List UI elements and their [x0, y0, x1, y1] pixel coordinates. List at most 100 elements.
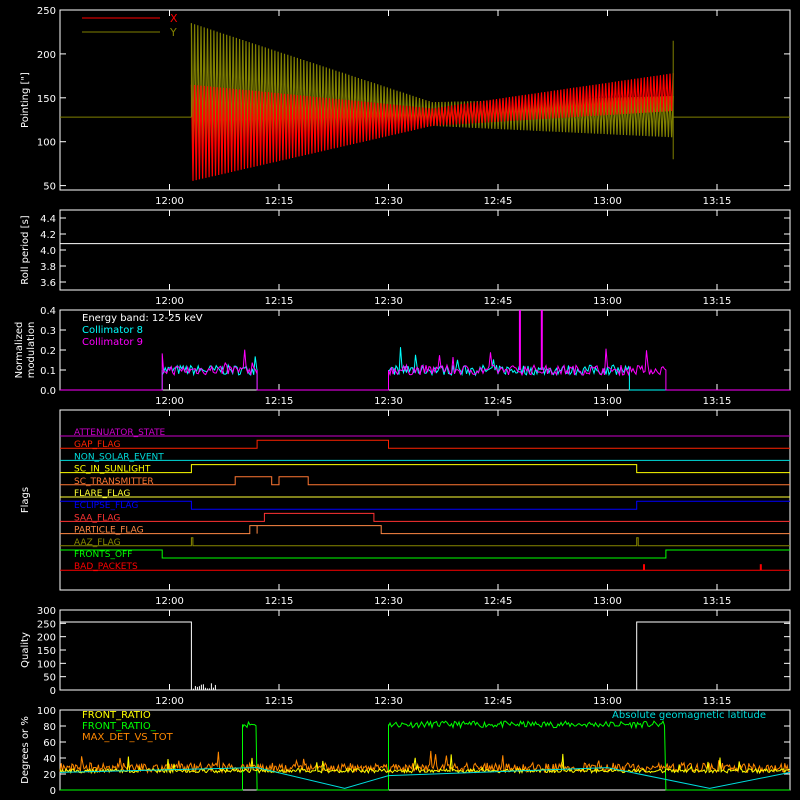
- x-tick-label: 12:00: [155, 596, 184, 607]
- x-tick-label: 13:00: [593, 196, 622, 207]
- flag-label: PARTICLE_FLAG: [74, 526, 144, 536]
- flags-frame: [59, 409, 791, 591]
- x-tick-label: 13:15: [703, 696, 732, 707]
- x-tick-label: 13:00: [593, 396, 622, 407]
- legend-label: X: [170, 12, 178, 25]
- flag-label: GAP_FLAG: [74, 440, 120, 450]
- y-tick-label: 0.1: [40, 366, 56, 377]
- max-det-trace: [59, 750, 790, 775]
- y-tick-label: 60: [43, 738, 56, 749]
- y-tick-label: 100: [37, 659, 56, 670]
- x-tick-label: 12:15: [265, 696, 294, 707]
- flag-label: SAA_FLAG: [74, 513, 120, 523]
- x-tick-label: 13:15: [703, 296, 732, 307]
- y-tick-label: 200: [37, 633, 56, 644]
- y-tick-label: 0.4: [40, 306, 56, 317]
- x-tick-label: 12:15: [265, 296, 294, 307]
- y-tick-label: 50: [43, 182, 56, 193]
- pointing-series-x: [190, 73, 674, 181]
- y-axis-label: Quality: [20, 632, 31, 668]
- y-tick-label: 4.2: [40, 230, 56, 241]
- y-tick-label: 80: [43, 722, 56, 733]
- flag-trace-sc-in-sunlight: [60, 464, 790, 474]
- legend-label: Y: [169, 26, 177, 39]
- x-tick-label: 12:30: [374, 596, 403, 607]
- energy-band-annotation: Energy band: 12-25 keV: [82, 313, 203, 324]
- y-tick-label: 250: [37, 619, 56, 630]
- flag-label: FLARE_FLAG: [74, 489, 130, 499]
- y-tick-label: 200: [37, 50, 56, 61]
- x-tick-label: 13:00: [593, 696, 622, 707]
- x-tick-label: 12:15: [265, 396, 294, 407]
- x-tick-label: 12:45: [484, 196, 513, 207]
- latitude-legend-label: FRONT_RATIO: [82, 710, 151, 721]
- y-tick-label: 100: [37, 706, 56, 717]
- front-ratio-trace: [59, 753, 790, 775]
- flag-label: SC_IN_SUNLIGHT: [74, 465, 151, 475]
- x-tick-label: 13:15: [703, 596, 732, 607]
- y-tick-label: 0: [50, 786, 56, 797]
- x-tick-label: 12:00: [155, 396, 184, 407]
- y-axis-label: Pointing ["]: [20, 72, 31, 128]
- flag-label: AAZ_FLAG: [74, 538, 121, 548]
- flag-label: ECLIPSE_FLAG: [74, 501, 138, 511]
- flag-trace-particle-flag: [60, 525, 790, 535]
- y-axis-label: Degrees or %: [20, 716, 31, 784]
- latitude-frame: [59, 709, 791, 791]
- y-tick-label: 0: [50, 686, 56, 697]
- x-tick-label: 12:30: [374, 696, 403, 707]
- x-tick-label: 12:00: [155, 696, 184, 707]
- front-ratio-green-trace: [60, 720, 790, 791]
- y-tick-label: 150: [37, 646, 56, 657]
- flag-label: ATTENUATOR_STATE: [74, 428, 166, 438]
- y-tick-label: 100: [37, 138, 56, 149]
- flag-trace-saa-flag: [60, 512, 790, 522]
- flag-label: SC_TRANSMITTER: [74, 477, 154, 487]
- y-tick-label: 0.2: [40, 346, 56, 357]
- x-tick-label: 13:00: [593, 296, 622, 307]
- x-tick-label: 12:30: [374, 396, 403, 407]
- x-tick-label: 12:00: [155, 196, 184, 207]
- x-tick-label: 12:30: [374, 196, 403, 207]
- y-tick-label: 50: [43, 673, 56, 684]
- geomagnetic-latitude-trace: [59, 767, 791, 789]
- y-tick-label: 20: [43, 770, 56, 781]
- flag-trace-sc-transmitter: [60, 476, 790, 486]
- x-tick-label: 12:15: [265, 196, 294, 207]
- latitude-legend-label: FRONT_RATIO_: [82, 721, 157, 732]
- flag-label: NON_SOLAR_EVENT: [74, 452, 164, 462]
- y-tick-label: 4.4: [40, 214, 56, 225]
- x-tick-label: 12:45: [484, 596, 513, 607]
- y-axis-label: Flags: [20, 487, 31, 513]
- x-tick-label: 13:15: [703, 196, 732, 207]
- latitude-legend-label: MAX_DET_VS_TOT: [82, 732, 174, 743]
- pointing-frame: [59, 9, 791, 191]
- flag-trace-eclipse-flag: [60, 500, 790, 510]
- modulation-series-9: [60, 348, 790, 391]
- x-tick-label: 12:15: [265, 596, 294, 607]
- flag-trace-fronts-off: [60, 549, 790, 559]
- x-tick-label: 12:30: [374, 296, 403, 307]
- modulation-legend-label: Collimator 9: [82, 337, 143, 348]
- flag-label: FRONTS_OFF: [74, 550, 132, 560]
- y-axis-label: Roll period [s]: [20, 215, 31, 284]
- y-tick-label: 0.0: [40, 386, 56, 397]
- y-tick-label: 0.3: [40, 326, 56, 337]
- latitude-legend-label: Absolute geomagnetic latitude: [612, 710, 766, 721]
- y-tick-label: 250: [37, 6, 56, 17]
- y-tick-label: 4.0: [40, 246, 56, 257]
- flag-trace-gap-flag: [60, 439, 790, 449]
- x-tick-label: 13:15: [703, 396, 732, 407]
- x-tick-label: 13:00: [593, 596, 622, 607]
- flag-label: BAD_PACKETS: [74, 562, 138, 572]
- y-tick-label: 150: [37, 94, 56, 105]
- quality-trace: [60, 621, 790, 691]
- x-tick-label: 12:45: [484, 696, 513, 707]
- flag-trace-aaz-flag: [60, 537, 790, 547]
- x-tick-label: 12:00: [155, 296, 184, 307]
- y-tick-label: 3.8: [40, 262, 56, 273]
- modulation-legend-label: Collimator 8: [82, 325, 143, 336]
